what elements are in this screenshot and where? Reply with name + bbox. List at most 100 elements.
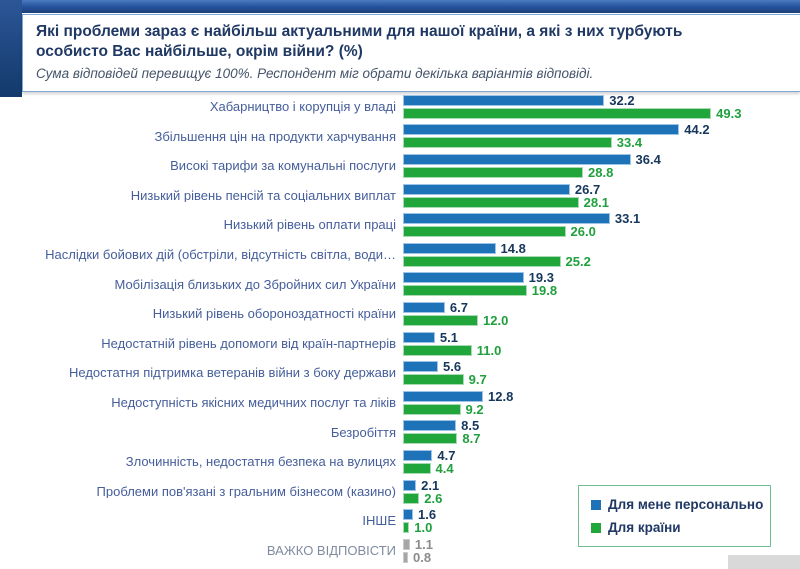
category-label: Недостатня підтримка ветеранів війни з б… — [69, 366, 396, 380]
category-label: Мобілізація близьких до Збройних сил Укр… — [114, 277, 396, 292]
bar-personal — [403, 538, 410, 550]
bar-value: 19.8 — [531, 283, 558, 299]
bar-value: 33.4 — [616, 135, 643, 151]
bar-group: 1.1 0.8 — [403, 538, 433, 564]
bar-value: 26.0 — [570, 224, 596, 240]
bar-line: 1.6 — [403, 508, 436, 521]
left-accent-block — [0, 0, 22, 97]
bar-line: 11.0 — [403, 342, 502, 358]
bar-value: 4.7 — [437, 447, 456, 463]
bar-value: 12.8 — [488, 388, 514, 404]
category-label: Безробіття — [330, 425, 396, 440]
bar-group: 12.8 9.2 — [403, 388, 514, 416]
bar-value: 25.2 — [565, 253, 591, 269]
bar-line: 14.8 — [403, 240, 591, 256]
bar-country — [403, 433, 458, 445]
bar-group: 32.2 49.3 — [403, 92, 742, 121]
bar-country — [403, 403, 461, 415]
chart-row: Проблеми пов'язані з гральним бізнесом (… — [0, 477, 800, 507]
bar-value: 14.8 — [500, 240, 526, 256]
bar-country — [403, 522, 410, 534]
chart-row: Хабарництво і корупція у владі 32.2 49.3 — [0, 92, 800, 122]
bar-line: 12.0 — [403, 312, 509, 328]
bar-personal — [403, 94, 605, 106]
category-label: Недоступність якісних медичних послуг та… — [111, 395, 396, 410]
bar-personal — [403, 420, 457, 432]
bar-country — [403, 344, 472, 356]
category-label: Злочинність, недостатня безпека на вулиц… — [125, 455, 396, 469]
bar-line: 28.1 — [403, 196, 609, 209]
bar-line: 36.4 — [403, 151, 661, 167]
bar-line: 4.4 — [403, 462, 455, 475]
legend-label: Для країни — [608, 520, 681, 535]
bar-personal — [403, 124, 680, 136]
bar-value: 5.1 — [439, 329, 458, 345]
bar-value: 5.6 — [443, 359, 462, 375]
bar-line: 32.2 — [403, 92, 741, 108]
bar-country — [403, 492, 420, 504]
chart-row: Наслідки бойових дій (обстріли, відсутні… — [0, 240, 800, 270]
legend-swatch — [591, 499, 601, 510]
bar-line: 33.4 — [403, 135, 710, 151]
chart-row: Високі тарифи за комунальні послуги 36.4 2… — [0, 151, 800, 181]
bar-line: 5.6 — [403, 359, 487, 375]
bar-line: 44.2 — [403, 123, 710, 136]
category-label: ВАЖКО ВІДПОВІСТИ — [266, 543, 396, 558]
bar-line: 12.8 — [403, 388, 514, 404]
category-label: Проблеми пов'язані з гральним бізнесом (… — [96, 484, 396, 499]
bar-personal — [403, 331, 435, 343]
chart-row: Мобілізація близьких до Збройних сил Укр… — [0, 270, 800, 300]
chart-row: Низький рівень оплати праці 33.1 26.0 — [0, 210, 800, 240]
bar-line: 2.6 — [403, 492, 442, 505]
bar-line: 5.1 — [403, 329, 501, 345]
bar-country — [403, 137, 612, 149]
bar-personal — [403, 153, 631, 165]
bar-line: 6.7 — [403, 301, 508, 314]
category-label: Недостатній рівень допомоги від країн-па… — [101, 336, 396, 351]
chart-row: Злочинність, недостатня безпека на вулиц… — [0, 447, 800, 477]
bar-line: 8.7 — [403, 431, 481, 447]
chart-title-box: Які проблеми зараз є найбільш актуальним… — [22, 14, 800, 92]
chart-row: Безробіття 8.5 8.7 — [0, 418, 800, 448]
bar-value: 12.0 — [483, 312, 509, 328]
bar-value: 2.1 — [421, 477, 440, 493]
bar-value: 11.0 — [476, 342, 502, 358]
bar-country — [403, 374, 464, 386]
legend: Для мене персонально Для країни — [578, 485, 771, 547]
bar-value: 8.7 — [462, 431, 481, 447]
bar-personal — [403, 390, 483, 402]
legend-item-personal: Для мене персонально — [591, 493, 770, 516]
bar-country — [403, 196, 579, 208]
bar-group: 5.1 11.0 — [403, 329, 502, 358]
bar-line: 19.8 — [403, 283, 558, 299]
bar-line: 8.5 — [403, 419, 480, 432]
bar-value: 49.3 — [716, 105, 742, 121]
bar-group: 5.6 9.7 — [403, 359, 487, 386]
bar-personal — [403, 449, 433, 461]
bar-personal — [403, 272, 524, 284]
bar-personal — [403, 479, 417, 491]
bar-value: 33.1 — [614, 211, 641, 227]
category-label: Низький рівень обороноздатності країни — [152, 307, 396, 321]
bar-country — [403, 314, 478, 326]
bar-value: 32.2 — [609, 92, 635, 108]
category-label: Низький рівень пенсій та соціальних випл… — [130, 188, 396, 203]
category-label: Низький рівень оплати праці — [223, 218, 396, 232]
chart-rows: Хабарництво і корупція у владі 32.2 49.3 Зб… — [0, 92, 800, 566]
bar-country — [403, 255, 561, 267]
bar-line: 26.0 — [403, 224, 640, 240]
bar-group: 14.8 25.2 — [403, 240, 591, 269]
bar-value: 19.3 — [528, 270, 554, 286]
bar-line: 0.8 — [403, 551, 433, 564]
bar-line: 26.7 — [403, 181, 609, 197]
bar-line: 9.7 — [403, 373, 487, 386]
bar-value: 36.4 — [635, 151, 661, 167]
bar-value: 26.7 — [574, 181, 601, 197]
legend-item-country: Для країни — [591, 516, 770, 539]
category-label: Наслідки бойових дій (обстріли, відсутні… — [45, 247, 396, 262]
bar-line: 4.7 — [403, 447, 456, 463]
bar-group: 4.7 4.4 — [403, 447, 456, 475]
legend-label: Для мене персонально — [608, 497, 764, 512]
chart-row: Недостатній рівень допомоги від країн-па… — [0, 329, 800, 359]
chart-title: Які проблеми зараз є найбільш актуальним… — [36, 23, 683, 60]
